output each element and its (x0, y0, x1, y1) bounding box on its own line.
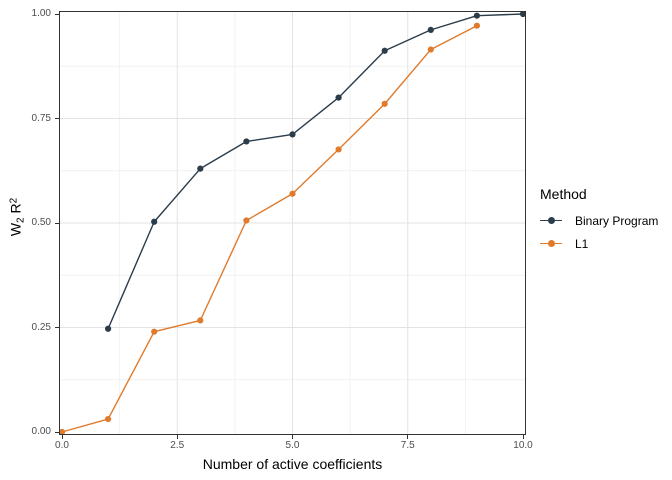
y-title-superscript: 2 (8, 197, 20, 204)
legend-label-l1: L1 (575, 236, 589, 251)
data-point-binary-program (289, 131, 296, 138)
legend-title: Method (540, 186, 587, 202)
x-tick-label: 0.0 (55, 440, 69, 451)
binary-program-key-icon (540, 215, 562, 226)
y-tick-mark (55, 222, 59, 224)
data-point-binary-program (335, 94, 342, 101)
data-point-binary-program (151, 218, 158, 225)
series-line-l1 (61, 25, 478, 433)
data-point-l1 (473, 22, 480, 29)
y-tick-mark (55, 13, 59, 15)
data-point-l1 (243, 217, 250, 224)
y-tick-mark (55, 327, 59, 328)
plot-canvas (60, 12, 525, 434)
plot-panel (59, 11, 526, 435)
y-tick-label: 0.75 (31, 112, 51, 124)
data-point-binary-program (105, 325, 112, 332)
x-tick-label: 5.0 (285, 440, 300, 451)
data-point-binary-program (243, 138, 250, 145)
legend-item-binary-program: Binary Program (540, 209, 658, 232)
y-tick-mark (55, 118, 59, 119)
data-point-l1 (289, 190, 296, 197)
data-point-l1 (151, 328, 158, 335)
legend: Method Binary Program L1 (540, 186, 658, 255)
y-title-base2: R (7, 203, 24, 218)
x-tick-label: 2.5 (170, 440, 185, 451)
data-point-binary-program (197, 165, 204, 172)
l1-key-icon (540, 238, 562, 249)
data-point-l1 (105, 415, 112, 423)
x-tick-label: 10.0 (513, 440, 533, 451)
series-line-binary-program (107, 13, 524, 330)
data-point-binary-program (381, 47, 388, 54)
data-point-l1 (427, 46, 434, 53)
y-tick-label: 0.25 (31, 321, 51, 333)
x-tick-mark (522, 435, 524, 439)
y-tick-label: 0.00 (31, 426, 51, 437)
legend-label-binary-program: Binary Program (575, 213, 659, 228)
x-tick-mark (407, 435, 409, 439)
data-point-l1 (381, 100, 388, 107)
x-tick-mark (292, 435, 293, 439)
data-point-binary-program (427, 26, 434, 33)
x-tick-mark (176, 435, 178, 439)
y-tick-mark (55, 431, 59, 433)
x-tick-mark (61, 435, 63, 439)
y-tick-label: 1.00 (31, 8, 51, 19)
data-point-l1 (197, 317, 204, 324)
y-axis-title: W2 R2 (8, 198, 27, 236)
key-dot-icon (547, 240, 555, 247)
key-dot-icon (547, 217, 555, 224)
y-tick-label: 0.50 (31, 217, 51, 228)
y-title-subscript: 2 (15, 217, 27, 223)
x-tick-label: 7.5 (400, 440, 415, 451)
data-point-l1 (335, 146, 342, 153)
data-point-binary-program (473, 12, 480, 19)
legend-item-l1: L1 (540, 232, 658, 255)
data-point-l1 (60, 428, 66, 434)
y-title-base1: W (7, 222, 24, 237)
x-axis-title: Number of active coefficients (202, 456, 383, 472)
data-point-binary-program (519, 12, 525, 18)
